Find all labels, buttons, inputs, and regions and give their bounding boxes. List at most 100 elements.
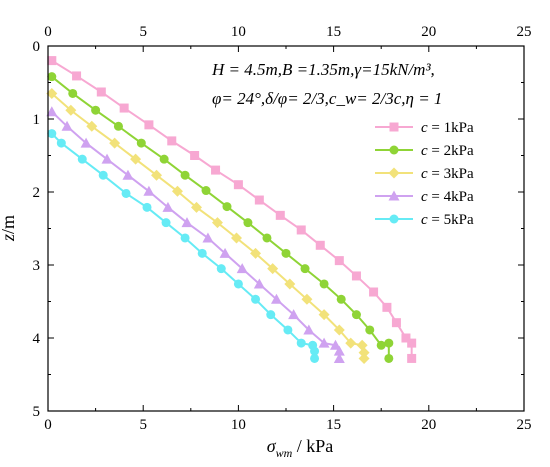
data-point	[401, 333, 411, 343]
data-point	[144, 120, 154, 130]
data-point	[162, 201, 174, 212]
data-point	[191, 201, 203, 213]
legend-label: c = 1kPa	[421, 120, 474, 136]
series-line	[51, 92, 366, 359]
legend-swatch-marker	[388, 167, 400, 179]
data-point	[319, 279, 329, 289]
data-point	[96, 87, 106, 97]
x-tick-label-bottom: 20	[421, 417, 436, 433]
data-point	[130, 153, 142, 165]
data-point	[275, 210, 285, 220]
y-axis-title: z/m	[0, 215, 18, 242]
data-point	[407, 353, 417, 363]
data-point	[281, 248, 291, 258]
data-point	[47, 56, 57, 66]
data-point	[122, 169, 134, 180]
data-point	[211, 165, 221, 175]
data-point	[384, 353, 394, 363]
data-point	[136, 138, 146, 148]
data-point	[180, 233, 190, 243]
x-tick-label-bottom: 5	[139, 417, 147, 433]
x-tick-label-top: 15	[326, 24, 341, 40]
series-line	[51, 132, 316, 359]
data-point	[251, 294, 261, 304]
y-tick-label: 2	[33, 185, 41, 201]
data-point	[47, 72, 57, 82]
data-point	[190, 151, 200, 160]
y-tick-label: 3	[33, 258, 41, 274]
data-point	[270, 293, 282, 304]
data-point	[119, 103, 129, 113]
data-point	[318, 309, 330, 321]
legend-swatch-marker	[389, 214, 399, 224]
data-point	[266, 310, 276, 320]
data-point	[109, 137, 121, 149]
data-point	[46, 87, 58, 99]
legend-item: c = 1kPa	[375, 120, 474, 136]
data-point	[61, 120, 73, 131]
data-point	[382, 302, 392, 312]
data-point	[330, 339, 342, 350]
data-point	[230, 232, 242, 244]
data-point	[333, 345, 345, 356]
data-point	[180, 170, 190, 180]
data-point	[262, 233, 272, 243]
data-point	[345, 337, 357, 349]
data-point	[384, 338, 394, 348]
data-point	[333, 324, 345, 336]
data-point	[351, 310, 361, 320]
data-point	[296, 338, 306, 348]
data-point	[310, 353, 320, 363]
legend-label: c = 4kPa	[421, 189, 474, 205]
plot-frame	[47, 45, 525, 412]
data-point	[303, 324, 315, 335]
series-2	[47, 72, 394, 363]
data-point	[171, 185, 183, 197]
data-point	[333, 352, 345, 363]
data-point	[86, 120, 98, 132]
y-tick-label: 0	[33, 39, 41, 55]
data-point	[376, 340, 386, 350]
data-point	[222, 202, 232, 212]
data-point	[98, 170, 108, 180]
data-point	[233, 180, 243, 190]
y-tick-label: 4	[33, 331, 41, 347]
legend-label: c = 5kPa	[421, 212, 474, 228]
data-point	[77, 154, 87, 164]
data-point	[68, 88, 78, 98]
x-tick-label-bottom: 25	[517, 417, 532, 433]
data-point	[253, 278, 265, 289]
data-point	[167, 136, 177, 146]
data-point	[243, 218, 253, 228]
data-point	[65, 104, 77, 116]
data-point	[296, 225, 306, 235]
legend-label: c = 3kPa	[421, 166, 474, 182]
x-tick-label-top: 10	[231, 24, 246, 40]
data-point	[315, 240, 325, 250]
x-tick-label-top: 25	[517, 24, 532, 40]
x-tick-label-bottom: 15	[326, 417, 341, 433]
data-point	[250, 247, 262, 259]
y-tick-label: 1	[33, 112, 41, 128]
legend-item: c = 2kPa	[375, 143, 474, 159]
data-point	[283, 325, 293, 335]
x-tick-label-bottom: 10	[231, 417, 246, 433]
data-point	[233, 279, 243, 289]
series-1	[47, 56, 417, 363]
legend-swatch-marker	[389, 122, 399, 132]
data-point	[47, 129, 57, 139]
legend-item: c = 3kPa	[375, 166, 474, 182]
data-point	[318, 337, 330, 348]
data-point	[288, 309, 300, 320]
data-point	[407, 338, 417, 348]
legend-swatch-marker	[388, 190, 400, 201]
data-point	[301, 293, 313, 305]
annotation-line-2: φ= 24°,δ/φ= 2/3,c_w= 2/3c,η = 1	[212, 89, 442, 108]
legend-label: c = 2kPa	[421, 143, 474, 159]
data-point	[101, 153, 113, 164]
data-point	[143, 185, 155, 196]
legend-item: c = 5kPa	[375, 212, 474, 228]
data-point	[197, 248, 207, 258]
data-point	[151, 169, 163, 181]
